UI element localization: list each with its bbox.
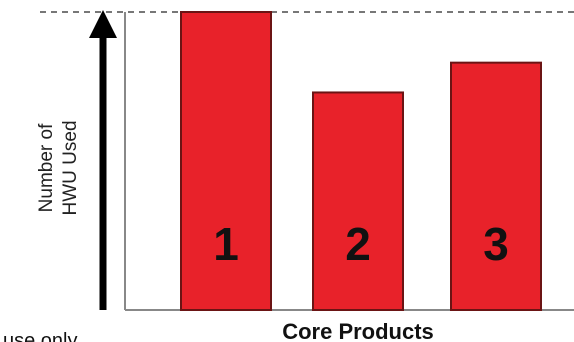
y-axis-arrow-head (89, 10, 117, 38)
bar-1 (180, 11, 272, 311)
footnote-text: use only (3, 330, 78, 342)
bar-2 (312, 91, 404, 311)
bar-label-2: 2 (345, 218, 371, 270)
bar-label-3: 3 (483, 218, 509, 270)
bars-group: 1 2 3 (180, 11, 542, 311)
bar-3 (450, 61, 542, 311)
y-axis-label: Number of HWU Used (36, 120, 81, 215)
y-axis-label-line-2: HWU Used (60, 120, 81, 215)
x-axis-label: Core Products (282, 319, 434, 342)
y-axis-label-line-1: Number of (36, 123, 57, 212)
bar-label-1: 1 (213, 218, 239, 270)
